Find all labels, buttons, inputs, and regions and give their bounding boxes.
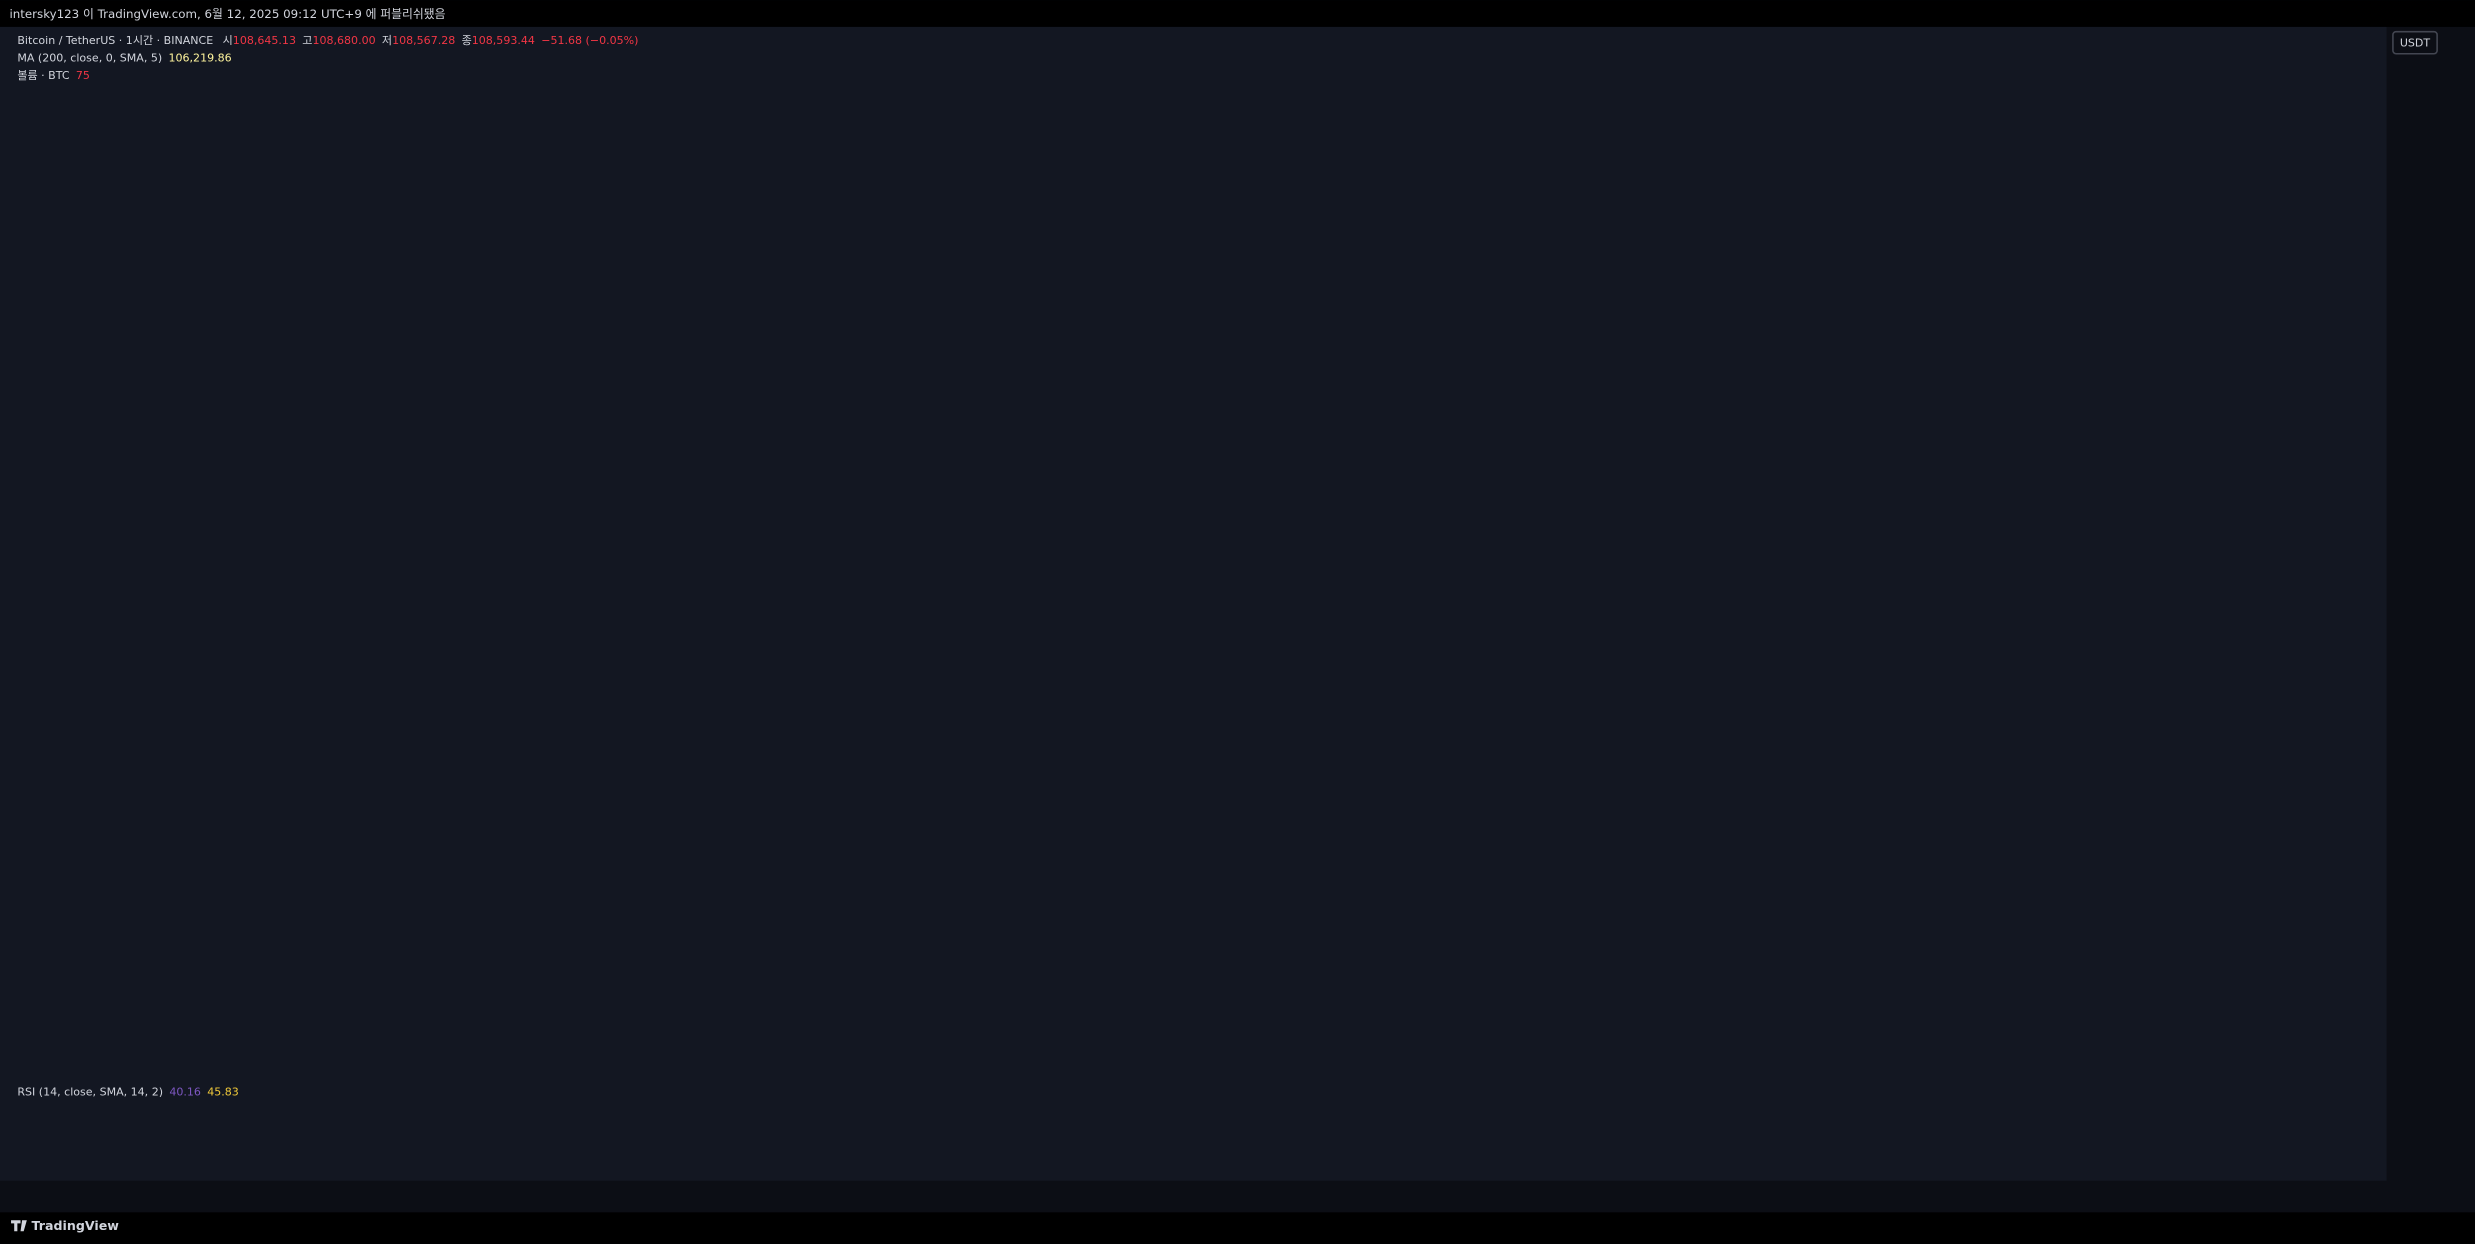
brand-logo bbox=[11, 1220, 27, 1232]
volume-name: 볼륨 · BTC bbox=[17, 69, 69, 82]
legend-ma: MA (200, close, 0, SMA, 5) 106,219.86 bbox=[17, 51, 231, 64]
ohlc-value: 108,593.44 bbox=[472, 34, 535, 47]
ohlc-value: 108,680.00 bbox=[312, 34, 375, 47]
ohlc-key: 고 bbox=[302, 34, 312, 47]
currency-box[interactable] bbox=[2392, 30, 2438, 55]
ohlc-value: 108,567.28 bbox=[392, 34, 455, 47]
ohlc-key: 저 bbox=[382, 34, 392, 47]
volume-value: 75 bbox=[76, 69, 90, 82]
ohlc-key: 종 bbox=[462, 34, 472, 47]
rsi-ma-value: 45.83 bbox=[207, 1085, 239, 1098]
symbol: Bitcoin / TetherUS · 1시간 · BINANCE bbox=[17, 34, 213, 47]
top-bar bbox=[0, 0, 2475, 27]
rsi-value: 40.16 bbox=[169, 1085, 201, 1098]
ma-value: 106,219.86 bbox=[168, 51, 231, 64]
change: −51.68 (−0.05%) bbox=[541, 34, 638, 47]
ma-name: MA (200, close, 0, SMA, 5) bbox=[17, 51, 162, 64]
rsi-name: RSI (14, close, SMA, 14, 2) bbox=[17, 1085, 163, 1098]
brand: TradingView bbox=[32, 1218, 120, 1233]
legend-symbol: Bitcoin / TetherUS · 1시간 · BINANCE 시108,6… bbox=[17, 34, 638, 47]
publisher: intersky123 이 TradingView.com, 6월 12, 20… bbox=[9, 7, 445, 21]
legend-rsi: RSI (14, close, SMA, 14, 2) 40.16 45.83 bbox=[17, 1085, 238, 1098]
plot-area bbox=[0, 26, 2387, 1181]
ohlc-value: 108,645.13 bbox=[233, 34, 296, 47]
currency[interactable]: USDT bbox=[2400, 37, 2431, 50]
legend-volume: 볼륨 · BTC 75 bbox=[17, 69, 90, 82]
bottom-bar bbox=[0, 1212, 2475, 1244]
ohlc-key: 시 bbox=[223, 34, 233, 47]
